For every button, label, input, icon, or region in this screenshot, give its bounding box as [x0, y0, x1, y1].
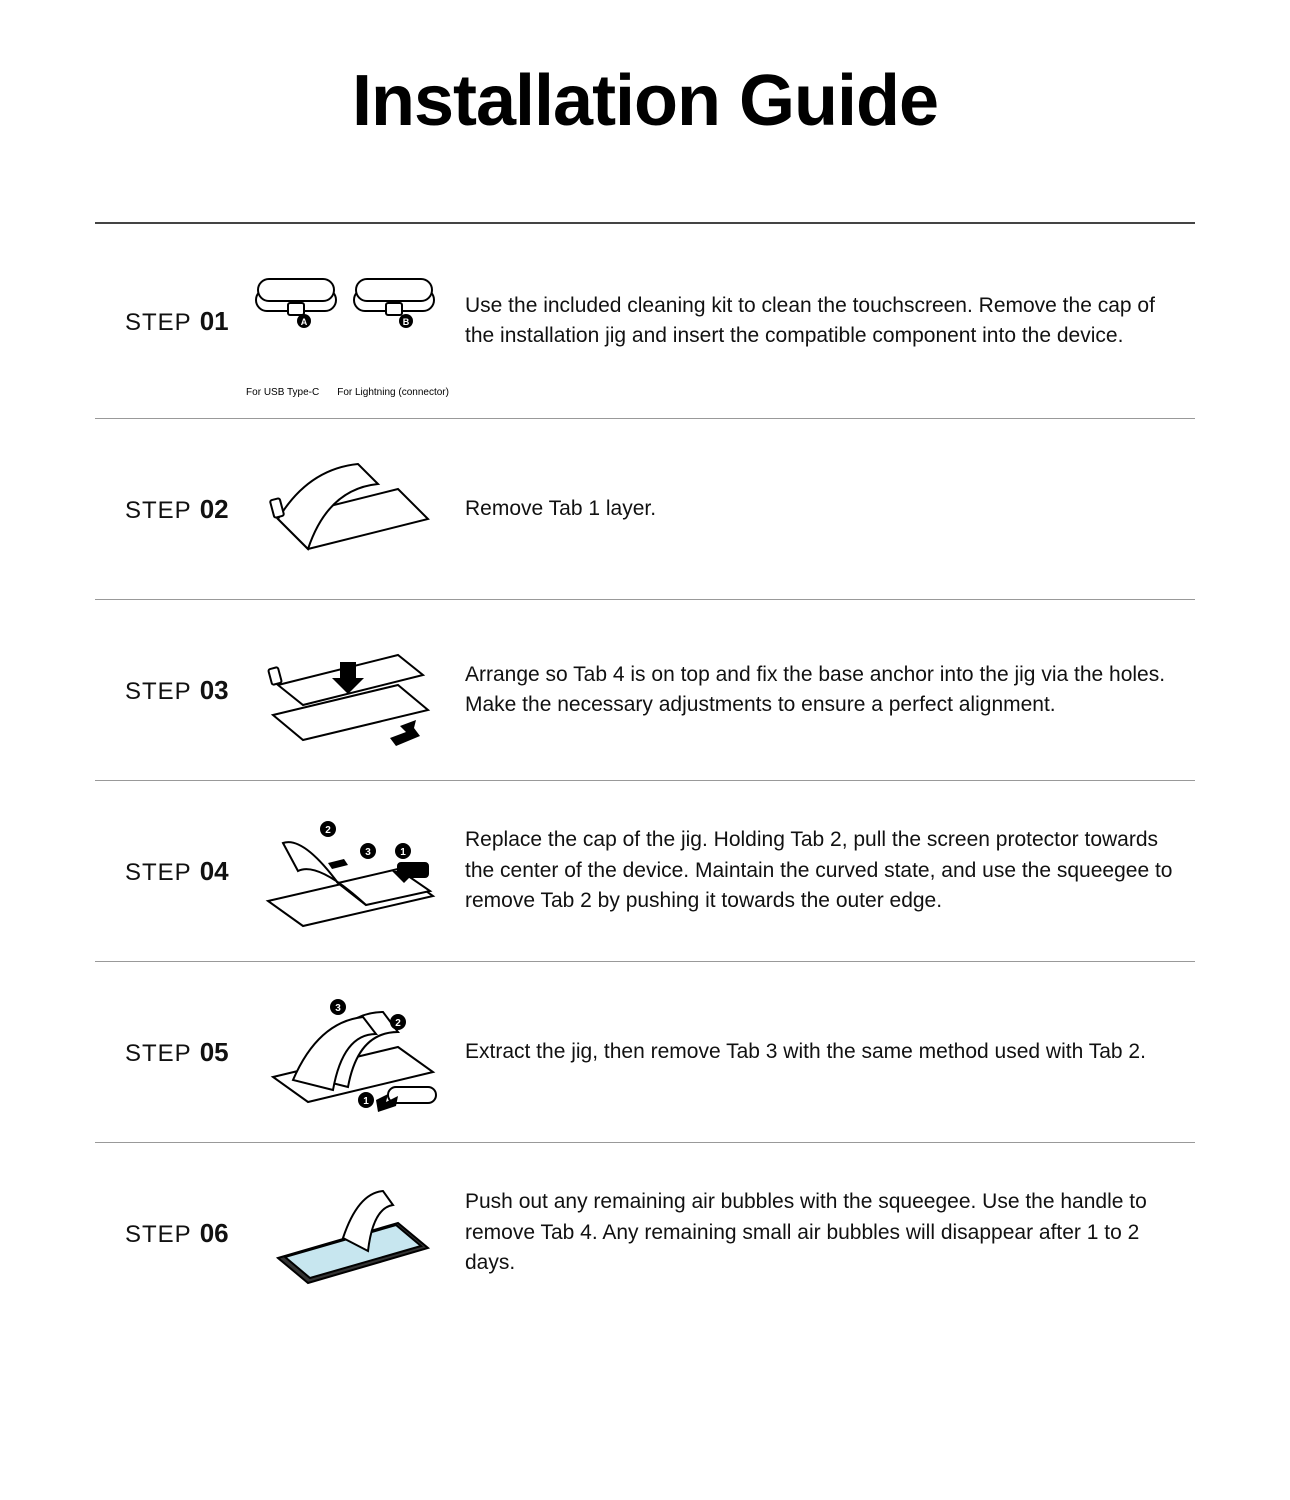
- step-text: Push out any remaining air bubbles with …: [455, 1187, 1195, 1278]
- step-label: STEP 01: [95, 306, 240, 337]
- step-number: 03: [200, 675, 229, 706]
- step-row-01: STEP 01 A: [95, 224, 1195, 419]
- caption-usb-c: For USB Type-C: [246, 387, 319, 398]
- svg-text:1: 1: [400, 847, 406, 858]
- step-illustration-03: [240, 620, 455, 760]
- step-illustration-02: [240, 439, 455, 579]
- step-word: STEP: [125, 678, 192, 706]
- step-illustration-05: 3 2 1: [240, 982, 455, 1122]
- svg-text:2: 2: [395, 1018, 401, 1029]
- svg-text:1: 1: [363, 1096, 369, 1107]
- step-illustration-04: 2 3 1: [240, 801, 455, 941]
- step-label: STEP 05: [95, 1037, 240, 1068]
- svg-text:3: 3: [365, 847, 371, 858]
- step-text: Use the included cleaning kit to clean t…: [455, 291, 1195, 352]
- step-number: 04: [200, 856, 229, 887]
- step-word: STEP: [125, 309, 192, 337]
- remove-tab3-icon: 3 2 1: [248, 982, 448, 1122]
- step-text: Arrange so Tab 4 is on top and fix the b…: [455, 660, 1195, 721]
- step-word: STEP: [125, 859, 192, 887]
- step-number: 05: [200, 1037, 229, 1068]
- step-row-06: STEP 06 Push out any remaining air bubbl…: [95, 1143, 1195, 1323]
- svg-text:A: A: [301, 317, 308, 327]
- step-row-04: STEP 04 2 3 1: [95, 781, 1195, 962]
- step-text: Replace the cap of the jig. Holding Tab …: [455, 825, 1195, 916]
- step-number: 02: [200, 494, 229, 525]
- final-bubbles-icon: [248, 1163, 448, 1303]
- step-label: STEP 04: [95, 856, 240, 887]
- step-word: STEP: [125, 1040, 192, 1068]
- step-row-03: STEP 03 Arrange so Tab 4 is on top and f…: [95, 600, 1195, 781]
- svg-text:2: 2: [325, 825, 331, 836]
- step-number: 01: [200, 306, 229, 337]
- squeegee-tab2-icon: 2 3 1: [248, 801, 448, 941]
- step-row-05: STEP 05 3 2 1 Extract the jig, th: [95, 962, 1195, 1143]
- step-label: STEP 03: [95, 675, 240, 706]
- step-label: STEP 02: [95, 494, 240, 525]
- step-text: Remove Tab 1 layer.: [455, 494, 1195, 524]
- step-illustration-01: A B For USB Type-C For Lightning (connec…: [240, 244, 455, 398]
- jig-components-icon: A B: [246, 244, 446, 384]
- step-text: Extract the jig, then remove Tab 3 with …: [455, 1037, 1195, 1067]
- step-number: 06: [200, 1218, 229, 1249]
- step-label: STEP 06: [95, 1218, 240, 1249]
- svg-text:B: B: [403, 317, 410, 327]
- caption-lightning: For Lightning (connector): [337, 387, 449, 398]
- step-word: STEP: [125, 1221, 192, 1249]
- jig-captions: For USB Type-C For Lightning (connector): [246, 387, 449, 398]
- page-title: Installation Guide: [95, 60, 1195, 142]
- installation-guide-page: Installation Guide STEP 01 A: [0, 0, 1290, 1363]
- align-anchor-icon: [248, 620, 448, 760]
- step-row-02: STEP 02 Remove Tab 1 layer.: [95, 419, 1195, 600]
- step-word: STEP: [125, 497, 192, 525]
- peel-layer-icon: [248, 439, 448, 579]
- step-illustration-06: [240, 1163, 455, 1303]
- svg-text:3: 3: [335, 1003, 341, 1014]
